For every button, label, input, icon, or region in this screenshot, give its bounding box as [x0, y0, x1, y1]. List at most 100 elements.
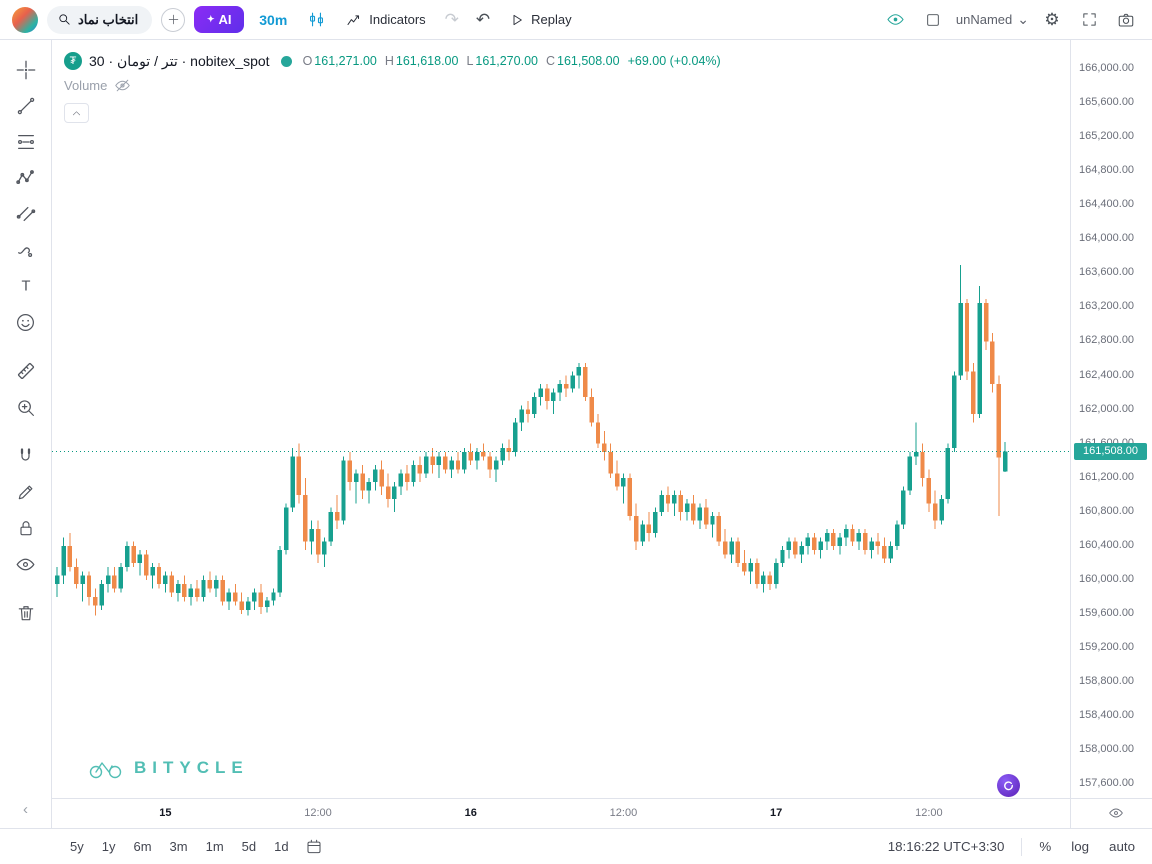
fullscreen-button[interactable]	[1075, 6, 1103, 34]
brush-tool-button[interactable]	[12, 236, 40, 264]
text-tool-button[interactable]: T	[12, 272, 40, 300]
ai-button-label: AI	[218, 12, 232, 27]
xabcd-pattern-icon	[15, 170, 34, 185]
avatar[interactable]	[12, 6, 38, 33]
crosshair-icon	[16, 60, 35, 80]
chevron-up-icon	[72, 110, 81, 115]
trend-line-tool-button[interactable]	[12, 92, 40, 120]
range-button-1d[interactable]: 1d	[268, 836, 294, 857]
undo-button[interactable]: ↶	[472, 11, 494, 28]
purple-coin-logo	[997, 774, 1020, 797]
redo-button[interactable]: ↷	[441, 11, 463, 28]
crosshair-tool-button[interactable]	[12, 56, 40, 84]
coin-swirl-icon	[1004, 781, 1013, 791]
lock-icon	[19, 521, 32, 536]
bitycle-logo-icon	[89, 762, 122, 779]
range-button-5y[interactable]: 5y	[64, 836, 90, 857]
watermark: BITYCLE	[88, 756, 249, 780]
pattern-tool-button[interactable]	[12, 164, 40, 192]
time-tick: 17	[770, 807, 783, 819]
time-tick: 12:00	[915, 807, 943, 819]
price-tick: 157,600.00	[1079, 777, 1135, 790]
magnet-tool-button[interactable]	[12, 442, 40, 470]
timeframe-button[interactable]: 30m	[253, 12, 293, 28]
price-tick: 165,600.00	[1079, 96, 1135, 109]
symbol-row[interactable]: ₮ تتر / تومان · 30 · nobitex_spot O 161,2…	[64, 52, 721, 70]
range-button-6m[interactable]: 6m	[127, 836, 157, 857]
time-tick: 16	[464, 807, 477, 819]
parallel-channel-icon	[16, 206, 35, 222]
axis-eye-button[interactable]	[1108, 805, 1124, 821]
watermark-text: BITYCLE	[134, 758, 249, 777]
ai-button[interactable]: ✦ AI	[194, 6, 245, 33]
draw-tool-button[interactable]	[12, 478, 40, 506]
layout-panel-button[interactable]	[919, 6, 947, 34]
chart-area[interactable]: ₮ تتر / تومان · 30 · nobitex_spot O 161,2…	[52, 40, 1152, 828]
clock-button[interactable]: 18:16:22 UTC+3:30	[885, 837, 1008, 856]
trash-icon	[18, 606, 33, 621]
ruler-tool-button[interactable]	[12, 357, 40, 385]
open-label: O	[302, 54, 313, 68]
fullscreen-icon	[1082, 13, 1096, 26]
range-button-1m[interactable]: 1m	[200, 836, 230, 857]
layout-name-button[interactable]: unNamed ⌄	[956, 12, 1029, 27]
replay-button[interactable]: Replay	[503, 8, 577, 32]
chart-style-button[interactable]	[302, 6, 330, 34]
add-button[interactable]	[161, 7, 186, 32]
high-label: H	[384, 54, 394, 68]
symbol-title[interactable]: تتر / تومان · 30 · nobitex_spot	[89, 52, 270, 69]
top-toolbar: انتخاب نماد ✦ AI 30m Indicators ↷ ↶ Repl…	[0, 0, 1152, 40]
price-tick: 161,200.00	[1079, 470, 1135, 483]
eye-off-icon[interactable]	[114, 77, 131, 94]
fib-retracement-icon	[17, 134, 34, 150]
svg-text:T: T	[21, 279, 30, 295]
indicators-button[interactable]: Indicators	[339, 7, 431, 33]
lock-drawings-button[interactable]	[12, 514, 40, 542]
candlestick-chart-icon	[309, 12, 323, 27]
price-tick: 160,800.00	[1079, 504, 1135, 517]
market-status-dot	[280, 55, 292, 67]
drawing-toolbar: T	[0, 40, 52, 828]
layout-name-label: unNamed	[955, 12, 1013, 27]
volume-row[interactable]: Volume	[64, 77, 721, 94]
percent-scale-button[interactable]: %	[1036, 837, 1054, 856]
indicators-label: Indicators	[369, 12, 426, 27]
square-icon	[927, 13, 939, 26]
price-tick: 166,000.00	[1079, 61, 1135, 74]
remove-drawings-button[interactable]	[12, 599, 40, 627]
price-axis[interactable]: 161,508.00 166,000.00 165,600.00 165,200.0…	[1070, 40, 1152, 828]
low-label: L	[466, 54, 474, 68]
symbol-search-button[interactable]: انتخاب نماد	[47, 5, 153, 34]
ruler-icon	[17, 362, 34, 380]
fib-retracement-tool-button[interactable]	[12, 128, 40, 156]
settings-button[interactable]: ⚙	[1038, 6, 1066, 34]
low-value: 161,270.00	[475, 54, 538, 68]
range-button-1y[interactable]: 1y	[96, 836, 122, 857]
goto-date-button[interactable]	[305, 838, 323, 856]
log-scale-button[interactable]: log	[1068, 837, 1092, 856]
watch-eye-button[interactable]	[882, 6, 910, 34]
range-button-3m[interactable]: 3m	[164, 836, 194, 857]
range-buttons: 5y 1y 6m 3m 1m 5d 1d	[64, 836, 295, 857]
candles-svg[interactable]	[52, 40, 1070, 798]
zoom-tool-button[interactable]	[12, 393, 40, 421]
close-label: C	[545, 54, 555, 68]
price-tick: 164,400.00	[1079, 198, 1135, 211]
open-value: 161,271.00	[314, 54, 377, 68]
bottom-bar-right: 18:16:22 UTC+3:30 % log auto	[885, 837, 1138, 856]
legend-collapse-button[interactable]	[64, 103, 89, 123]
price-tick: 162,400.00	[1079, 368, 1135, 381]
replay-label: Replay	[531, 12, 572, 27]
time-axis[interactable]: 15 12:00 16 12:00 17 12:00	[52, 798, 1152, 828]
axis-eye-icon	[1109, 808, 1123, 818]
emoji-tool-button[interactable]	[12, 308, 40, 336]
hide-drawings-button[interactable]	[12, 550, 40, 578]
range-button-5d[interactable]: 5d	[236, 836, 262, 857]
bottom-toolbar: 5y 1y 6m 3m 1m 5d 1d 18:16:22 UTC+3:30 % log a…	[0, 828, 1152, 864]
toolbar-overflow-button[interactable]: ‹	[23, 801, 28, 818]
auto-scale-button[interactable]: auto	[1106, 837, 1138, 856]
price-tick: 162,000.00	[1079, 402, 1135, 415]
channel-tool-button[interactable]	[12, 200, 40, 228]
screenshot-button[interactable]	[1112, 6, 1140, 34]
price-tick: 158,800.00	[1079, 675, 1135, 688]
